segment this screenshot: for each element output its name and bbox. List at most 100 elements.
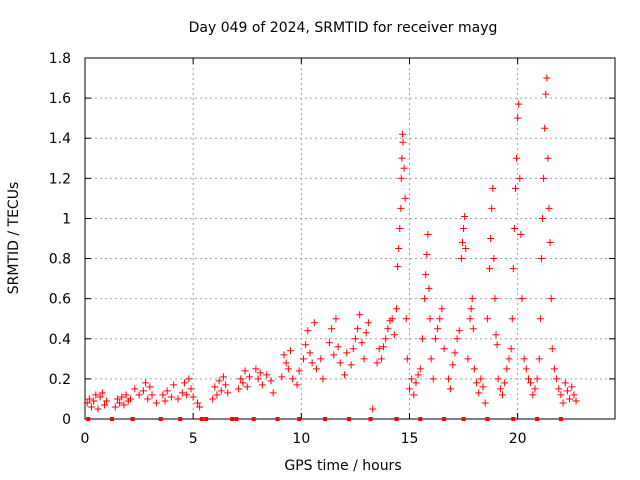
data-point bbox=[289, 375, 297, 383]
data-point bbox=[267, 377, 275, 385]
data-point bbox=[544, 154, 552, 162]
zero-marker bbox=[199, 417, 204, 421]
data-point bbox=[96, 393, 104, 401]
data-point bbox=[412, 379, 420, 387]
zero-marker bbox=[130, 417, 135, 421]
data-point bbox=[546, 239, 554, 247]
data-point bbox=[423, 251, 431, 259]
data-point bbox=[100, 401, 108, 409]
data-point bbox=[434, 325, 442, 333]
data-point bbox=[425, 285, 433, 293]
data-point bbox=[539, 214, 547, 222]
data-point bbox=[436, 315, 444, 323]
data-point bbox=[489, 184, 497, 192]
zero-marker bbox=[204, 417, 209, 421]
data-point bbox=[122, 391, 130, 399]
data-point bbox=[83, 399, 91, 407]
data-point bbox=[520, 355, 528, 363]
data-point bbox=[568, 383, 576, 391]
zero-marker bbox=[158, 417, 163, 421]
data-point bbox=[461, 212, 469, 220]
data-point bbox=[256, 369, 264, 377]
data-point bbox=[517, 230, 525, 238]
data-point bbox=[390, 331, 398, 339]
axis-ticks: 0 0.2 0.4 0.6 0.8 1 1.2 1.4 1.6 1.8 0 5 10 15 20 bbox=[49, 51, 615, 447]
data-point bbox=[341, 371, 349, 379]
data-point bbox=[181, 379, 189, 387]
data-point bbox=[453, 335, 461, 343]
data-point bbox=[510, 224, 518, 232]
data-point bbox=[94, 405, 102, 413]
data-point bbox=[189, 393, 197, 401]
data-point bbox=[431, 335, 439, 343]
data-point bbox=[513, 154, 521, 162]
data-point bbox=[543, 74, 551, 82]
data-point bbox=[193, 399, 201, 407]
data-point bbox=[537, 255, 545, 263]
data-point bbox=[531, 385, 539, 393]
data-point bbox=[427, 355, 435, 363]
data-point bbox=[241, 367, 249, 375]
data-point bbox=[364, 319, 372, 327]
data-point bbox=[483, 315, 491, 323]
data-point bbox=[438, 305, 446, 313]
data-point bbox=[470, 365, 478, 373]
zero-marker bbox=[86, 417, 91, 421]
grid bbox=[85, 58, 615, 419]
data-point bbox=[426, 315, 434, 323]
data-point bbox=[468, 295, 476, 303]
data-point bbox=[362, 329, 370, 337]
data-point bbox=[535, 355, 543, 363]
zero-marker bbox=[323, 417, 328, 421]
data-point bbox=[380, 343, 388, 351]
data-point bbox=[299, 355, 307, 363]
data-point bbox=[332, 315, 340, 323]
zero-marker bbox=[558, 417, 563, 421]
data-point bbox=[111, 403, 119, 411]
data-point bbox=[405, 385, 413, 393]
data-point bbox=[475, 389, 483, 397]
data-point bbox=[477, 375, 485, 383]
data-point bbox=[462, 245, 470, 253]
data-point bbox=[170, 381, 178, 389]
data-point bbox=[416, 365, 424, 373]
data-point bbox=[213, 391, 221, 399]
data-point bbox=[330, 351, 338, 359]
data-points bbox=[83, 74, 580, 421]
data-point bbox=[209, 395, 217, 403]
data-point bbox=[382, 335, 390, 343]
data-point bbox=[252, 365, 260, 373]
data-point bbox=[550, 365, 558, 373]
data-point bbox=[139, 387, 147, 395]
data-point bbox=[174, 395, 182, 403]
data-point bbox=[553, 375, 561, 383]
data-point bbox=[570, 391, 578, 399]
data-point bbox=[503, 365, 511, 373]
data-point bbox=[217, 387, 225, 395]
data-point bbox=[481, 399, 489, 407]
y-tick-label: 0.4 bbox=[49, 332, 71, 348]
data-point bbox=[87, 403, 95, 411]
data-point bbox=[548, 345, 556, 353]
data-point bbox=[293, 381, 301, 389]
data-point bbox=[540, 174, 548, 182]
data-point bbox=[144, 395, 152, 403]
data-point bbox=[336, 359, 344, 367]
data-point bbox=[467, 305, 475, 313]
data-point bbox=[529, 391, 537, 399]
zero-marker bbox=[485, 417, 490, 421]
data-point bbox=[369, 405, 377, 413]
data-point bbox=[287, 347, 295, 355]
x-tick-label: 10 bbox=[292, 431, 310, 447]
zero-marker bbox=[230, 417, 235, 421]
data-point bbox=[351, 335, 359, 343]
data-point bbox=[135, 391, 143, 399]
data-point bbox=[168, 393, 176, 401]
data-point bbox=[422, 271, 430, 279]
y-tick-label: 0 bbox=[62, 412, 71, 428]
data-point bbox=[258, 381, 266, 389]
data-point bbox=[224, 389, 232, 397]
data-point bbox=[178, 389, 186, 397]
y-tick-label: 1.6 bbox=[49, 91, 71, 107]
